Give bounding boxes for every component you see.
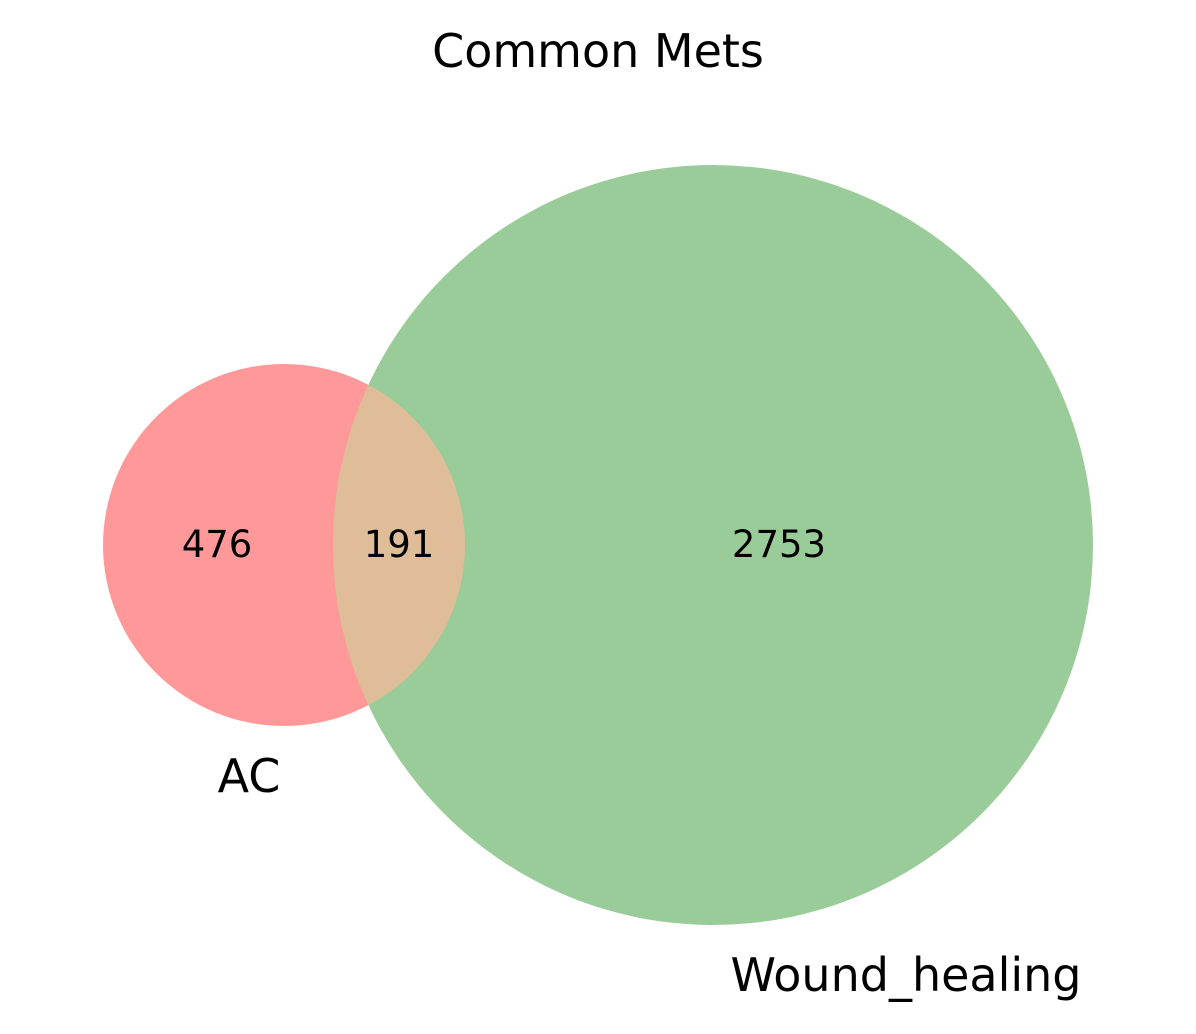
intersection-count: 191 — [364, 523, 435, 566]
chart-title: Common Mets — [432, 24, 764, 78]
set-wound-healing-circle — [333, 165, 1093, 925]
set-wound-healing-label: Wound_healing — [731, 948, 1082, 1002]
set-ac-label: AC — [218, 749, 281, 803]
wound-healing-only-count: 2753 — [732, 523, 826, 566]
ac-only-count: 476 — [182, 523, 253, 566]
